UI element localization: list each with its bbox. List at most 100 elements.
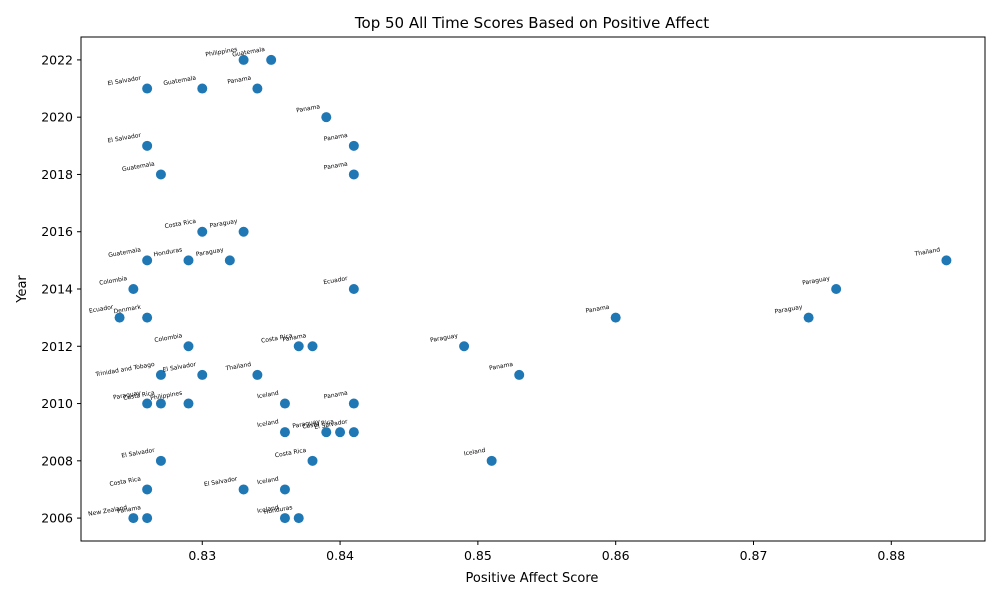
data-point [831, 284, 842, 294]
data-point [610, 312, 621, 323]
data-point [321, 427, 332, 438]
data-point [142, 83, 153, 94]
data-point [142, 398, 153, 409]
point-label: Honduras [263, 504, 293, 516]
data-point [348, 140, 359, 151]
data-point [307, 455, 318, 466]
x-axis-label: Positive Affect Score [466, 571, 599, 586]
point-label: Panama [227, 75, 252, 86]
point-label: Iceland [463, 447, 486, 458]
data-point [293, 341, 304, 352]
data-point [803, 312, 814, 323]
data-point [155, 455, 166, 466]
y-tick-label: 2020 [41, 110, 73, 125]
data-point [941, 255, 952, 266]
point-label: Panama [296, 103, 321, 114]
data-point [155, 398, 166, 409]
x-tick-label: 0.86 [602, 548, 630, 563]
data-point [279, 427, 290, 438]
plot-background [81, 37, 985, 541]
x-tick-label: 0.87 [740, 548, 768, 563]
data-point [114, 312, 125, 323]
y-tick-label: 2016 [41, 224, 73, 239]
point-label: Panama [282, 332, 307, 343]
data-point [238, 54, 249, 65]
data-point [307, 341, 318, 352]
point-label: Honduras [153, 246, 183, 258]
plot-frame [80, 36, 986, 542]
point-label: Paraguay [774, 304, 803, 316]
x-tick-label: 0.85 [464, 548, 492, 563]
data-point [279, 398, 290, 409]
data-point [142, 513, 153, 524]
data-point [514, 369, 525, 380]
point-label: Panama [323, 160, 348, 171]
y-tick-label: 2022 [41, 52, 73, 67]
x-tick-label: 0.84 [326, 548, 354, 563]
data-point [348, 398, 359, 409]
y-tick-label: 2012 [41, 339, 73, 354]
point-label: Paraguay [430, 332, 459, 344]
data-point [238, 226, 249, 237]
data-point [335, 427, 346, 438]
point-label: Iceland [257, 390, 280, 401]
y-tick-label: 2014 [41, 282, 73, 297]
data-point [266, 54, 277, 65]
point-label: Iceland [257, 418, 280, 429]
data-point [197, 83, 208, 94]
data-point [279, 484, 290, 495]
point-label: Panama [323, 132, 348, 143]
point-label: Ecuador [323, 275, 349, 286]
point-label: Colombia [154, 332, 183, 344]
data-point [293, 513, 304, 524]
data-point [348, 427, 359, 438]
data-point [142, 255, 153, 266]
data-point [238, 484, 249, 495]
y-axis-ticks: 2006 2008 2010 2012 2014 2016 2018 2020 2022 [41, 52, 81, 526]
y-axis-label: Year [15, 275, 30, 304]
point-label: Iceland [257, 475, 280, 486]
data-point [142, 140, 153, 151]
data-point [128, 513, 139, 524]
data-points [114, 54, 952, 524]
point-label: Panama [323, 390, 348, 401]
point-label: Colombia [99, 275, 128, 287]
data-point [252, 369, 263, 380]
y-tick-label: 2008 [41, 453, 73, 468]
data-point [486, 455, 497, 466]
point-label: Denmark [113, 304, 142, 316]
data-point [348, 284, 359, 294]
x-tick-label: 0.88 [877, 548, 905, 563]
data-point [252, 83, 263, 94]
point-label: Paraguay [802, 275, 831, 287]
point-label: Panama [117, 504, 142, 515]
point-label: Ecuador [89, 304, 115, 315]
data-point [348, 169, 359, 180]
data-point [197, 369, 208, 380]
data-point [321, 112, 332, 123]
point-label: Paraguay [195, 246, 224, 258]
point-label: Paraguay [292, 418, 321, 430]
y-tick-label: 2006 [41, 511, 73, 526]
data-point [155, 169, 166, 180]
data-point [142, 484, 153, 495]
point-label: Thailand [224, 361, 252, 373]
x-tick-label: 0.83 [188, 548, 216, 563]
chart-title: Top 50 All Time Scores Based on Positive… [354, 14, 709, 32]
point-label: Paraguay [209, 218, 238, 230]
data-point [183, 255, 194, 266]
data-point [459, 341, 470, 352]
data-point [183, 341, 194, 352]
point-label: Thailand [913, 246, 941, 258]
y-tick-label: 2018 [41, 167, 73, 182]
data-point [279, 513, 290, 524]
data-point [183, 398, 194, 409]
point-label: Paraguay [113, 390, 142, 402]
x-axis-ticks: 0.83 0.84 0.85 0.86 0.87 0.88 [188, 541, 905, 563]
data-point [142, 312, 153, 323]
point-label: Panama [489, 361, 514, 372]
plot-area [81, 37, 985, 541]
data-point [224, 255, 235, 266]
data-point [128, 284, 139, 294]
